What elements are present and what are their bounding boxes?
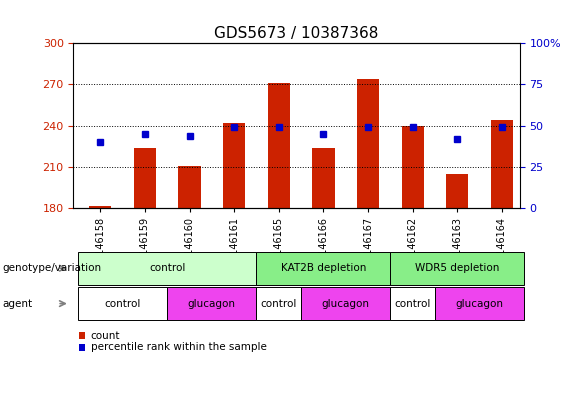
Bar bbox=[312, 148, 334, 208]
Text: WDR5 depletion: WDR5 depletion bbox=[415, 263, 499, 273]
Text: control: control bbox=[149, 263, 185, 273]
Text: KAT2B depletion: KAT2B depletion bbox=[281, 263, 366, 273]
Text: genotype/variation: genotype/variation bbox=[3, 263, 102, 273]
Title: GDS5673 / 10387368: GDS5673 / 10387368 bbox=[215, 26, 379, 40]
Text: agent: agent bbox=[3, 299, 33, 309]
Bar bbox=[179, 166, 201, 208]
Text: glucagon: glucagon bbox=[455, 299, 503, 309]
Bar bbox=[268, 83, 290, 208]
Bar bbox=[223, 123, 245, 208]
Bar bbox=[134, 148, 156, 208]
Text: control: control bbox=[105, 299, 141, 309]
Text: glucagon: glucagon bbox=[321, 299, 370, 309]
Bar bbox=[89, 206, 111, 208]
Bar bbox=[446, 174, 468, 208]
Text: count: count bbox=[91, 331, 120, 341]
Text: percentile rank within the sample: percentile rank within the sample bbox=[91, 342, 267, 353]
Text: glucagon: glucagon bbox=[188, 299, 236, 309]
Text: control: control bbox=[394, 299, 431, 309]
Bar bbox=[491, 120, 513, 208]
Text: control: control bbox=[260, 299, 297, 309]
Bar bbox=[402, 126, 424, 208]
Bar bbox=[357, 79, 379, 208]
